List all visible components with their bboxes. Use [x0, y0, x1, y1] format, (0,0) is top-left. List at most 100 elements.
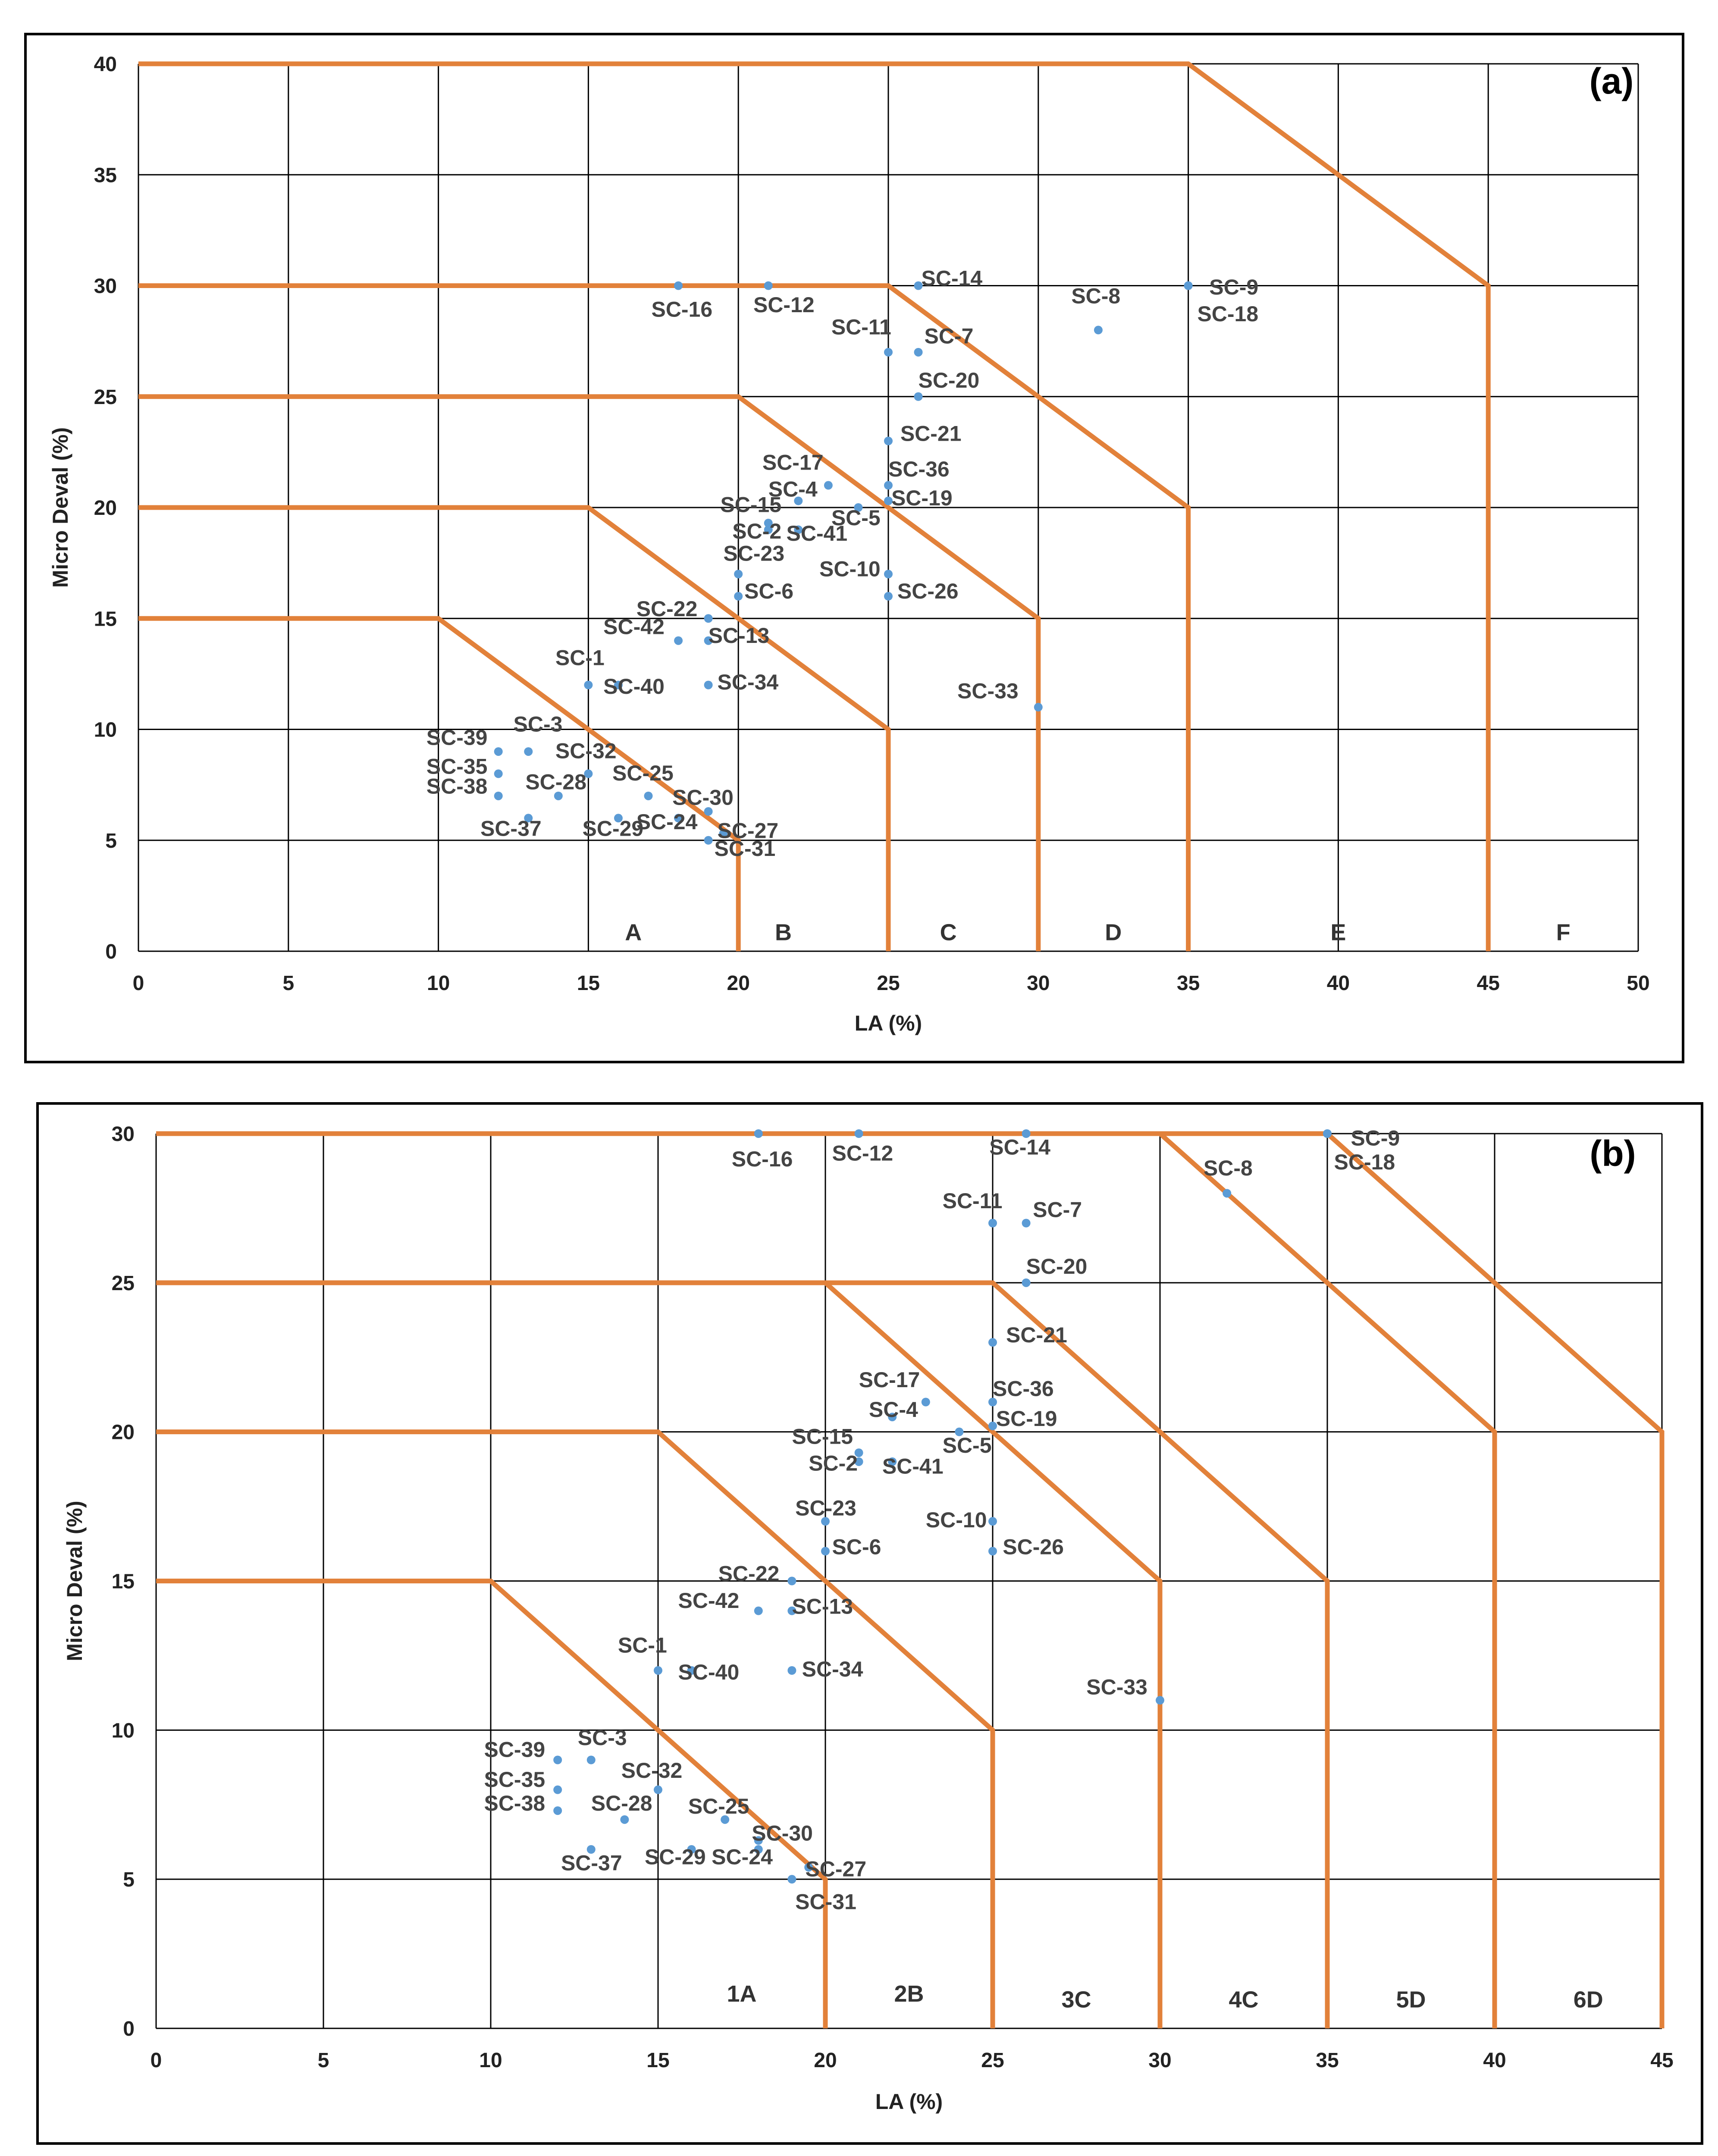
data-point-label: SC-13	[792, 1595, 853, 1619]
data-point	[674, 814, 683, 823]
data-point	[754, 1606, 763, 1615]
y-tick-label: 0	[123, 2018, 135, 2040]
data-point	[884, 481, 893, 490]
data-point-label: SC-38	[484, 1791, 545, 1815]
data-point	[586, 1845, 596, 1854]
x-tick-label: 30	[1027, 972, 1050, 995]
x-tick-label: 10	[479, 2049, 502, 2072]
x-tick-label: 25	[877, 972, 900, 995]
data-point	[854, 1448, 863, 1457]
data-point	[884, 496, 893, 505]
x-tick-label: 30	[1148, 2049, 1171, 2072]
data-point	[787, 1576, 796, 1586]
data-point	[586, 1755, 596, 1764]
data-point-label: SC-37	[480, 816, 542, 840]
data-point-label: SC-25	[612, 761, 674, 785]
chart-panel-b: 0 5 10 15 20 25 30 35 40 45 0 5 10 15 20 25 30 LA (%) Micr…	[36, 1102, 1703, 2145]
data-point-label: SC-10	[926, 1508, 987, 1532]
data-point-label: SC-1	[618, 1633, 667, 1658]
data-point-label: SC-24	[712, 1845, 773, 1869]
classification-boundary	[156, 1429, 995, 2028]
data-point	[620, 1815, 629, 1824]
data-point-label: SC-15	[792, 1424, 853, 1448]
data-point-label: SC-22	[718, 1562, 780, 1586]
data-point-label: SC-12	[832, 1141, 893, 1165]
data-point-label: SC-20	[919, 368, 980, 392]
data-point	[988, 1219, 997, 1228]
classification-boundary	[138, 505, 891, 951]
data-point	[584, 680, 593, 689]
data-point	[644, 791, 653, 800]
classification-boundary	[138, 394, 1041, 951]
data-point-label: SC-4	[768, 477, 818, 501]
zone-label: C	[940, 919, 957, 945]
data-point-label: SC-35	[426, 754, 488, 778]
data-point-label: SC-26	[1003, 1535, 1064, 1559]
data-point-label: SC-14	[922, 266, 983, 291]
data-point	[1223, 1189, 1232, 1198]
data-point	[719, 829, 728, 838]
data-point	[704, 680, 713, 689]
data-point-label: SC-42	[678, 1589, 740, 1613]
x-tick-label: 40	[1327, 972, 1350, 995]
x-tick-label: 0	[150, 2049, 162, 2072]
data-point	[854, 1129, 863, 1138]
data-point	[787, 1666, 796, 1675]
classification-boundary	[138, 61, 1491, 951]
y-axis-title: Micro Deval (%)	[48, 427, 72, 588]
data-point	[804, 1863, 813, 1872]
data-point	[553, 1785, 562, 1794]
y-tick-label: 5	[123, 1868, 135, 1891]
data-point-label: SC-23	[723, 541, 784, 565]
y-tick-label: 30	[112, 1123, 135, 1146]
data-point-label: SC-23	[795, 1496, 856, 1520]
data-point	[988, 1517, 997, 1526]
data-point-label: SC-36	[888, 457, 950, 481]
data-point	[704, 836, 713, 845]
chart-b-svg: 0 5 10 15 20 25 30 35 40 45 0 5 10 15 20 25 30 LA (%) Micr…	[63, 1123, 1674, 2114]
data-point	[524, 747, 533, 756]
classification-boundary	[156, 1131, 1665, 2028]
data-point	[1156, 1696, 1164, 1705]
x-tick-label: 45	[1650, 2049, 1673, 2072]
data-point-label: SC-42	[603, 614, 665, 639]
data-point-label: SC-36	[993, 1377, 1054, 1401]
data-point-label: SC-12	[753, 293, 815, 317]
classification-boundary	[138, 283, 1191, 951]
zone-label: A	[625, 919, 642, 945]
x-tick-label: 35	[1177, 972, 1200, 995]
data-point-label: SC-22	[636, 597, 698, 621]
data-point-label: SC-21	[900, 422, 962, 446]
zone-label: 3C	[1061, 1987, 1091, 2013]
data-point-label: SC-3	[514, 712, 563, 736]
y-tick-label: 20	[112, 1421, 135, 1444]
data-point-label: SC-32	[621, 1758, 683, 1783]
zone-label: 2B	[894, 1981, 924, 2007]
x-tick-label: 25	[981, 2049, 1004, 2072]
data-point	[1022, 1219, 1031, 1228]
data-point	[674, 636, 683, 645]
x-tick-label: 5	[282, 972, 294, 995]
data-point-label: SC-35	[484, 1767, 545, 1792]
data-point-label: SC-41	[882, 1454, 944, 1479]
data-point-label: SC-16	[732, 1147, 793, 1171]
data-point	[884, 570, 893, 579]
y-tick-label: 15	[112, 1570, 135, 1593]
x-tick-label: 15	[646, 2049, 669, 2072]
data-point	[494, 791, 503, 800]
data-point	[988, 1421, 997, 1430]
data-point-label: SC-27	[718, 819, 779, 843]
data-point	[614, 814, 623, 823]
data-point-label: SC-6	[832, 1535, 881, 1559]
data-point-label: SC-28	[591, 1791, 652, 1815]
y-tick-label: 40	[94, 53, 117, 76]
zone-label: 5D	[1396, 1987, 1426, 2013]
data-point-label: SC-2	[732, 519, 781, 543]
y-axis-title: Micro Deval (%)	[63, 1501, 87, 1661]
data-point	[764, 281, 773, 290]
data-point	[704, 636, 713, 645]
data-point	[553, 1806, 562, 1815]
data-point	[888, 1413, 897, 1422]
data-point	[721, 1815, 730, 1824]
data-point-label: SC-14	[989, 1135, 1050, 1159]
